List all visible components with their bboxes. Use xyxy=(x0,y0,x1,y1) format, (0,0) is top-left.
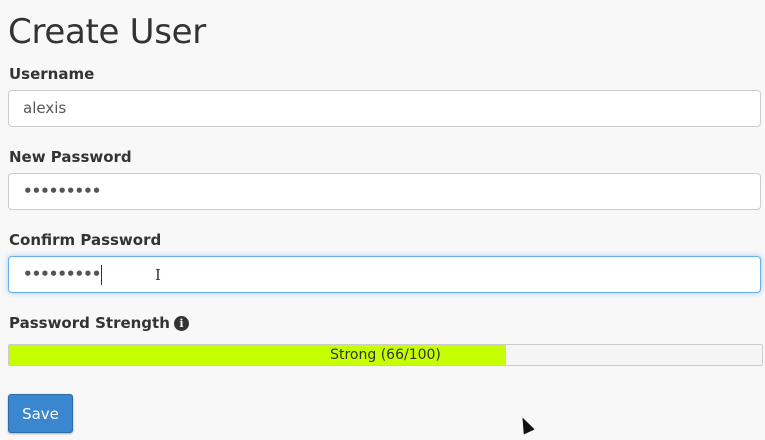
new-password-input[interactable]: ••••••••• xyxy=(8,173,761,210)
page-title: Create User xyxy=(8,12,206,52)
confirm-password-value: ••••••••• xyxy=(23,265,101,283)
username-value: alexis xyxy=(23,99,67,117)
username-label: Username xyxy=(9,65,95,83)
save-button[interactable]: Save xyxy=(8,394,73,433)
confirm-password-input[interactable]: ••••••••• xyxy=(8,256,761,293)
new-password-label: New Password xyxy=(9,148,132,166)
confirm-password-label: Confirm Password xyxy=(9,231,162,249)
password-strength-value: Strong (66/100) xyxy=(330,347,441,363)
password-strength-meter: Strong (66/100) xyxy=(8,344,763,366)
ibeam-cursor-icon: I xyxy=(155,266,161,284)
password-strength-label: Password Strength i xyxy=(9,314,189,332)
password-strength-fill xyxy=(9,345,506,365)
mouse-pointer-icon xyxy=(517,414,535,435)
new-password-value: ••••••••• xyxy=(23,182,101,200)
text-caret xyxy=(101,264,103,285)
info-icon[interactable]: i xyxy=(173,316,189,331)
password-strength-text: Password Strength xyxy=(9,314,170,332)
username-input[interactable]: alexis xyxy=(8,90,761,127)
